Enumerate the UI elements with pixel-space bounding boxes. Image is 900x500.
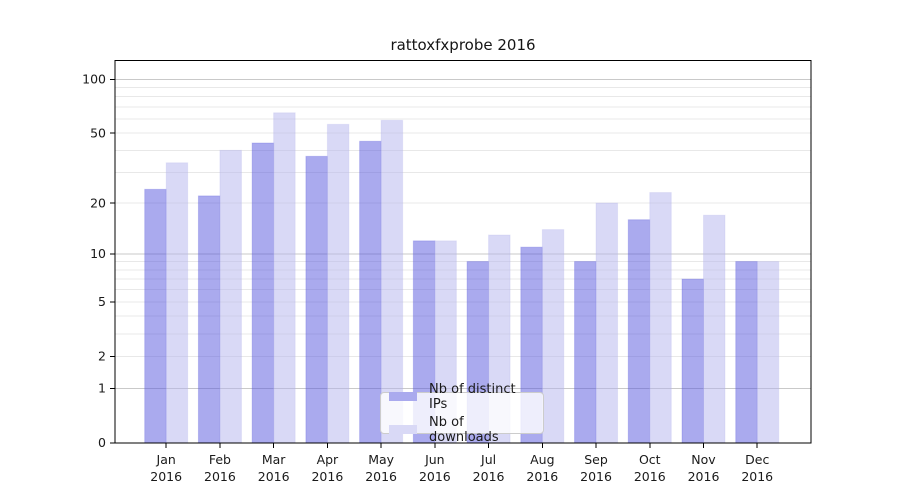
bar-nb-of-downloads-mar-2016	[273, 112, 296, 444]
chart-title: rattoxfxprobe 2016	[390, 36, 536, 54]
y-tick-label: 50	[90, 125, 106, 140]
bar-nb-of-downloads-aug-2016	[541, 229, 565, 444]
x-tick-label-year: 2016	[365, 469, 397, 484]
x-tick-label-year: 2016	[526, 469, 558, 484]
x-tick-label-year: 2016	[258, 469, 290, 484]
y-tick-label: 0	[98, 435, 106, 450]
bar-nb-of-downloads-dec-2016	[756, 261, 780, 444]
bar-nb-of-downloads-apr-2016	[326, 123, 350, 444]
legend: Nb of distinct IPs Nb of downloads	[380, 382, 544, 445]
bar-nb-of-downloads-feb-2016	[219, 149, 242, 444]
x-tick-label-month: Feb	[209, 452, 231, 467]
bar-nb-of-distinct-ips-nov-2016	[681, 278, 704, 444]
plot-frame	[114, 60, 812, 444]
legend-label-distinct-ips: Nb of distinct IPs	[429, 381, 516, 412]
bar-nb-of-distinct-ips-sep-2016	[574, 261, 597, 444]
bar-nb-of-downloads-sep-2016	[595, 202, 619, 444]
bar-nb-of-distinct-ips-may-2016	[359, 140, 382, 444]
bar-nb-of-distinct-ips-dec-2016	[735, 261, 758, 444]
y-tick-label: 2	[98, 349, 106, 364]
bar-nb-of-downloads-jan-2016	[165, 162, 189, 444]
x-tick-label-month: Nov	[691, 452, 716, 467]
x-tick-label-year: 2016	[473, 469, 505, 484]
x-tick-label-month: May	[368, 452, 394, 467]
legend-item-downloads: Nb of downloads	[389, 415, 535, 445]
x-tick-label-year: 2016	[150, 469, 182, 484]
bar-nb-of-downloads-nov-2016	[703, 214, 726, 444]
x-tick-label-month: Sep	[584, 452, 608, 467]
x-tick-label-year: 2016	[419, 469, 451, 484]
y-tick-label: 5	[98, 294, 106, 309]
legend-swatch-downloads	[389, 425, 417, 434]
x-tick-label-year: 2016	[688, 469, 720, 484]
bar-nb-of-distinct-ips-jan-2016	[144, 188, 167, 444]
bar-nb-of-distinct-ips-mar-2016	[251, 142, 275, 444]
bar-nb-of-distinct-ips-apr-2016	[305, 155, 328, 444]
y-tick-label: 20	[90, 195, 106, 210]
legend-swatch-distinct-ips	[389, 392, 417, 401]
x-tick-label-month: Jul	[480, 452, 496, 467]
legend-item-distinct-ips: Nb of distinct IPs	[389, 382, 535, 412]
x-axis-ticks: Jan 2016 Feb 2016 Mar 2016 Apr 2016 May 2016 Jun 20…	[150, 443, 773, 484]
x-tick-label-month: Aug	[530, 452, 554, 467]
x-tick-label-year: 2016	[311, 469, 343, 484]
bar-nb-of-distinct-ips-oct-2016	[627, 219, 651, 444]
y-tick-label: 100	[82, 72, 106, 87]
y-axis-ticks: 0 1 2 5 10 20 50 100	[82, 72, 115, 450]
x-tick-label-year: 2016	[741, 469, 773, 484]
x-tick-label-month: Apr	[317, 452, 339, 467]
x-tick-label-month: Jan	[156, 452, 176, 467]
x-tick-label-year: 2016	[634, 469, 666, 484]
legend-label-downloads: Nb of downloads	[429, 414, 499, 445]
bar-nb-of-downloads-oct-2016	[649, 192, 672, 444]
x-tick-label-month: Mar	[262, 452, 286, 467]
x-tick-label-month: Oct	[639, 452, 661, 467]
x-tick-label-year: 2016	[580, 469, 612, 484]
bar-nb-of-distinct-ips-feb-2016	[197, 195, 221, 444]
x-tick-label-month: Dec	[745, 452, 769, 467]
x-tick-label-month: Jun	[424, 452, 445, 467]
y-tick-label: 1	[98, 381, 106, 396]
y-tick-label: 10	[90, 246, 106, 261]
series-nb-of-distinct-ips-bars	[144, 140, 758, 444]
series-nb-of-downloads-bars	[165, 112, 780, 444]
x-tick-label-year: 2016	[204, 469, 236, 484]
